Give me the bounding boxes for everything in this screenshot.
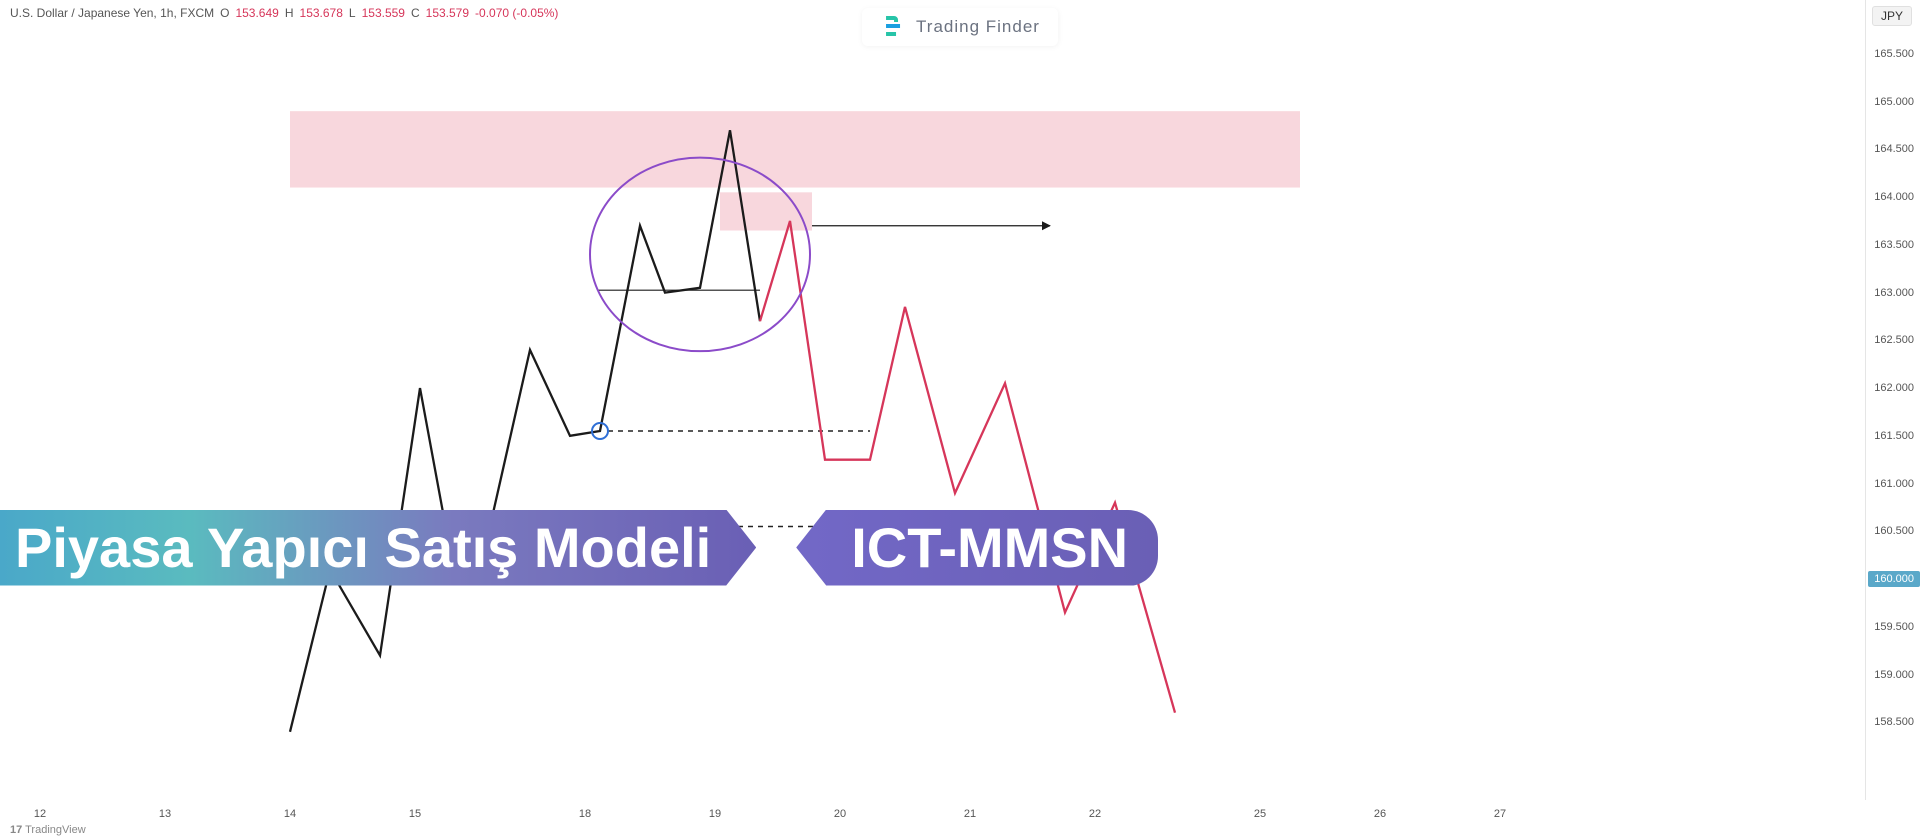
y-tick: 162.000 (1874, 382, 1914, 394)
ohlc-c-label: C (411, 6, 420, 20)
x-tick: 20 (834, 808, 846, 820)
ohlc-o-label: O (220, 6, 229, 20)
banner-left: Piyasa Yapıcı Satış Modeli (0, 510, 756, 586)
symbol-text: U.S. Dollar / Japanese Yen, 1h, FXCM (10, 6, 214, 20)
ohlc-h-label: H (285, 6, 294, 20)
currency-badge[interactable]: JPY (1872, 6, 1912, 26)
x-axis: 12 13 14 15 18 19 20 21 22 25 26 27 (0, 800, 1865, 820)
y-axis: 165.500 165.000 164.500 164.000 163.500 163.0… (1865, 0, 1920, 800)
x-tick: 21 (964, 808, 976, 820)
attribution: 17 TradingView (10, 824, 86, 836)
y-tick: 158.500 (1874, 716, 1914, 728)
price-path-down (760, 221, 1175, 713)
supply-zone-main (290, 111, 1300, 187)
x-tick: 27 (1494, 808, 1506, 820)
ohlc-h: 153.678 (300, 6, 343, 20)
y-tick: 159.500 (1874, 621, 1914, 633)
brand-icon (880, 14, 906, 40)
x-tick: 22 (1089, 808, 1101, 820)
banner-right: ICT-MMSN (796, 510, 1158, 586)
x-tick: 13 (159, 808, 171, 820)
x-tick: 25 (1254, 808, 1266, 820)
title-banners: Piyasa Yapıcı Satış Modeli ICT-MMSN (0, 500, 1920, 595)
y-tick: 162.500 (1874, 334, 1914, 346)
ohlc-l-label: L (349, 6, 356, 20)
price-chart (0, 0, 1865, 800)
y-tick: 161.000 (1874, 478, 1914, 490)
chart-container: U.S. Dollar / Japanese Yen, 1h, FXCM O 15… (0, 0, 1920, 840)
y-tick: 165.500 (1874, 48, 1914, 60)
y-tick: 165.000 (1874, 96, 1914, 108)
ohlc-l: 153.559 (362, 6, 405, 20)
x-tick: 19 (709, 808, 721, 820)
x-tick: 18 (579, 808, 591, 820)
ohlc-c: 153.579 (426, 6, 469, 20)
y-tick: 164.500 (1874, 143, 1914, 155)
ohlc-o: 153.649 (235, 6, 278, 20)
attribution-text: TradingView (25, 824, 86, 836)
brand-text: Trading Finder (916, 17, 1040, 37)
x-tick: 26 (1374, 808, 1386, 820)
y-tick: 164.000 (1874, 191, 1914, 203)
x-tick: 15 (409, 808, 421, 820)
y-tick: 161.500 (1874, 430, 1914, 442)
y-tick: 159.000 (1874, 669, 1914, 681)
symbol-bar: U.S. Dollar / Japanese Yen, 1h, FXCM O 15… (10, 6, 558, 20)
y-tick: 163.500 (1874, 239, 1914, 251)
x-tick: 12 (34, 808, 46, 820)
y-tick: 163.000 (1874, 287, 1914, 299)
x-tick: 14 (284, 808, 296, 820)
brand-badge: Trading Finder (862, 8, 1058, 46)
ohlc-chg: -0.070 (-0.05%) (475, 6, 558, 20)
